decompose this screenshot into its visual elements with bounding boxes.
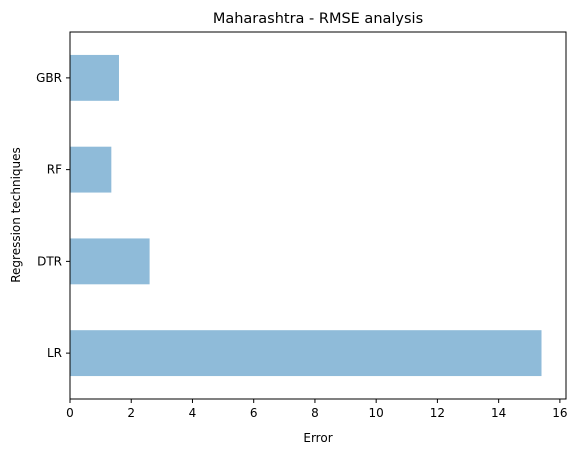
x-tick-label: 16	[552, 406, 567, 420]
plot-frame	[69, 31, 567, 400]
y-axis-label: Regression techniques	[9, 147, 23, 283]
y-ticks-group: LR DTR RF GBR	[36, 71, 70, 360]
chart-title: Maharashtra - RMSE analysis	[213, 11, 423, 27]
x-tick-label: 2	[127, 406, 135, 420]
x-tick-label: 0	[66, 406, 74, 420]
x-ticks-group: 0 2 4 6 8 10 12 14 16	[66, 399, 568, 420]
x-tick-label: 10	[369, 406, 384, 420]
x-tick-label: 8	[311, 406, 319, 420]
y-tick-label: RF	[47, 163, 62, 177]
bars-group	[70, 54, 542, 377]
bar-dtr	[70, 238, 150, 285]
x-tick-label: 4	[189, 406, 197, 420]
y-tick-label: DTR	[37, 254, 62, 268]
x-tick-label: 12	[430, 406, 445, 420]
x-tick-label: 14	[491, 406, 506, 420]
y-tick-label: LR	[47, 346, 62, 360]
x-tick-label: 6	[250, 406, 258, 420]
y-tick-label: GBR	[36, 71, 62, 85]
bar-rf	[70, 146, 112, 193]
bar-lr	[70, 330, 542, 377]
bar-gbr	[70, 54, 119, 101]
x-axis-label: Error	[303, 431, 332, 445]
